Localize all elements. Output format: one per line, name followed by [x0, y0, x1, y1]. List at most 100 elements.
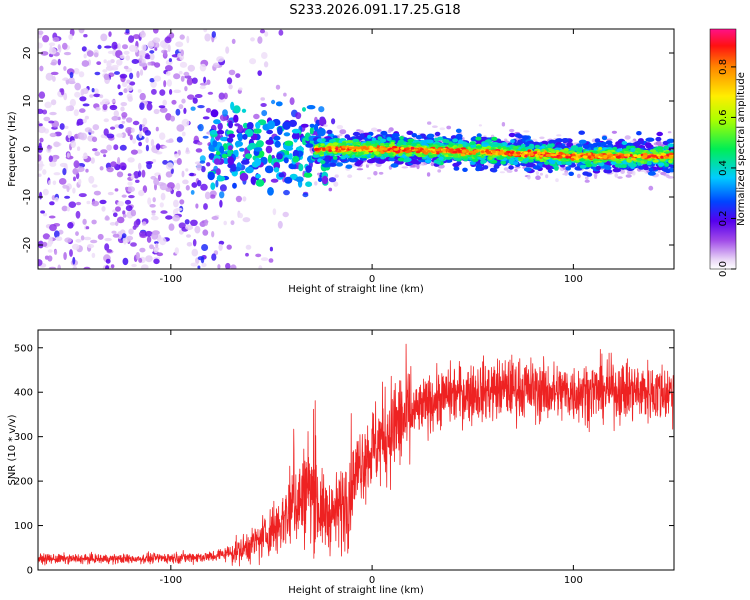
spectrogram-cell: [111, 116, 119, 121]
spectrogram-cell: [480, 159, 487, 164]
spectrogram-cell: [475, 145, 483, 149]
spectrogram-cell: [267, 120, 276, 130]
spectrogram-cell: [598, 162, 605, 167]
spectrogram-cell: [632, 170, 636, 176]
spectrogram-cell: [211, 216, 219, 220]
spectrogram-cell: [469, 141, 476, 146]
spectrogram-cell: [380, 130, 388, 136]
spectrogram-cell: [460, 153, 466, 157]
spectrogram-cell: [165, 71, 171, 76]
spectrogram-cell: [187, 64, 195, 72]
spectrogram-cell: [328, 177, 337, 183]
spectrogram-cell: [201, 244, 209, 251]
spectrogram-cell: [250, 176, 256, 185]
spectrogram-cell: [152, 37, 161, 43]
spectrogram-cell: [113, 144, 119, 151]
spectrogram-cell: [475, 136, 482, 141]
spectrogram-cell: [78, 29, 85, 34]
spectrogram-cell: [72, 243, 80, 250]
spectrogram-cell: [40, 210, 45, 214]
spectrogram-cell: [43, 116, 51, 122]
spectrogram-cell: [185, 168, 189, 172]
spectrogram-cell: [334, 174, 339, 178]
spectrogram-cell: [108, 31, 112, 37]
spectrogram-cell: [554, 166, 559, 171]
spectrogram-cell: [165, 215, 173, 220]
spectrogram-cell: [397, 157, 405, 162]
spectrogram-cell: [93, 52, 99, 58]
spectrogram-cell: [200, 183, 208, 191]
spectrogram-cell: [139, 230, 147, 237]
spectrogram-cell: [179, 61, 188, 68]
spectrogram-cell: [93, 88, 99, 95]
spectrogram-cell: [64, 237, 72, 243]
spectrogram-cell: [132, 138, 137, 144]
spectrogram-cell: [65, 105, 71, 112]
spectrogram-cell: [219, 199, 223, 208]
spectrogram-cell: [38, 164, 43, 171]
spectrogram-cell: [69, 249, 73, 257]
spectrogram-cell: [38, 30, 44, 35]
spectrogram-cell: [78, 193, 87, 198]
spectrogram-cell: [338, 133, 343, 137]
spectrogram-cell: [585, 163, 593, 168]
figure-title: S233.2026.091.17.25.G18: [289, 3, 460, 18]
spectrogram-cell: [627, 162, 636, 167]
spectrogram-cell: [500, 160, 507, 165]
spectrogram-cell: [253, 147, 263, 152]
spectrogram-cell: [113, 110, 120, 118]
spectrogram-cell: [84, 115, 89, 120]
spectrogram-cell: [127, 181, 133, 186]
spectrogram-cell: [396, 142, 403, 147]
spectrogram-cell: [94, 151, 101, 157]
spectrogram-cell: [366, 159, 375, 164]
spectrogram-cell: [159, 40, 168, 48]
spectrogram-cell: [239, 172, 249, 182]
spectrogram-cell: [317, 172, 321, 176]
spectrogram-cell: [131, 59, 139, 64]
spectrogram-cell: [258, 265, 263, 269]
spectrogram-cell: [267, 187, 274, 196]
spectrogram-cell: [624, 135, 631, 140]
spectrogram-cell: [68, 77, 75, 84]
spectrogram-cell: [255, 253, 262, 258]
spectrogram-cell: [38, 108, 44, 114]
spectrogram-cell: [427, 133, 435, 138]
spectrogram-cell: [302, 192, 309, 198]
spectrogram-cell: [453, 166, 460, 171]
spectrogram-cell: [117, 43, 121, 51]
spectrogram-cell: [107, 191, 114, 196]
spectrogram-cell: [517, 134, 523, 139]
spectrogram-cell: [205, 107, 212, 113]
spectrogram-cell: [157, 174, 161, 181]
spectrogram-cell: [265, 145, 273, 154]
spectrogram-cell: [165, 171, 173, 178]
spectrogram-cell: [72, 256, 76, 265]
spectrogram-cell: [298, 163, 304, 172]
spectrogram-cell: [106, 144, 112, 151]
spectrogram-cell: [478, 156, 487, 161]
spectrogram-cell: [376, 129, 382, 132]
spectrogram-cell: [275, 101, 283, 107]
spectrogram-cell: [114, 124, 120, 128]
spectrogram-cell: [242, 217, 251, 223]
spectrogram-cell: [257, 70, 263, 76]
spectrogram-cell: [626, 159, 632, 163]
spectrogram-cell: [175, 182, 181, 191]
spectrogram-cell: [57, 264, 61, 269]
spectrogram-cell: [225, 46, 230, 54]
spectrogram-cell: [228, 69, 236, 76]
spectrogram-cell: [132, 34, 140, 40]
spectrogram-cell: [110, 264, 115, 269]
spectrogram-cell: [123, 50, 130, 55]
spectrogram-cell: [497, 145, 502, 150]
spectrogram-cell: [457, 143, 463, 148]
spectrogram-cell: [612, 146, 618, 151]
spectrogram-cell: [667, 176, 674, 179]
spectrogram-cell: [387, 129, 392, 133]
spectrogram-cell: [470, 144, 477, 149]
spectrogram-cell: [476, 133, 482, 138]
spectrogram-cell: [139, 102, 145, 110]
spectrogram-cell: [380, 142, 385, 147]
